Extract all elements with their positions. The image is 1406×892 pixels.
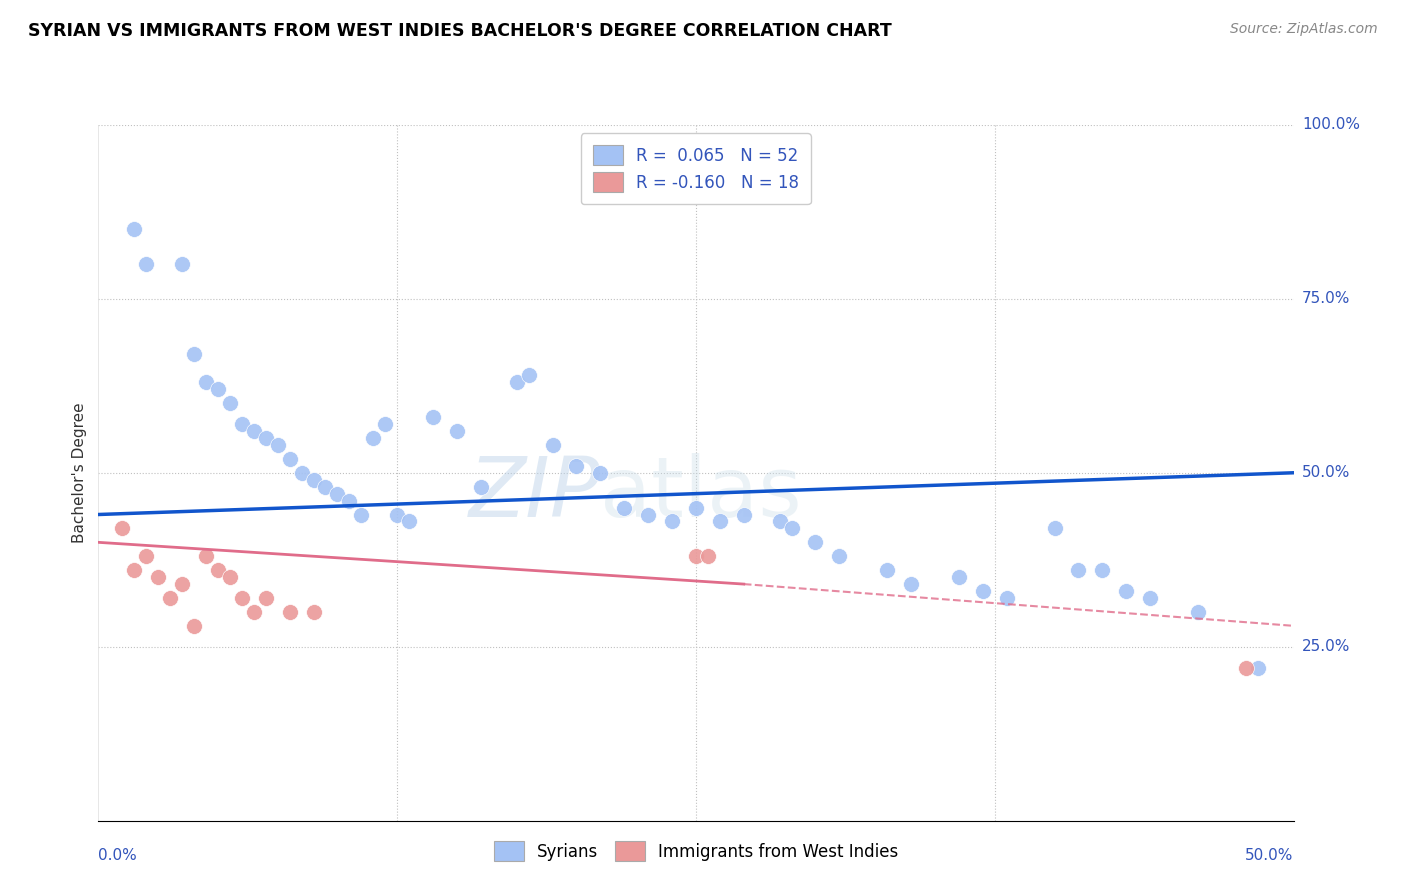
Point bbox=[506, 376, 529, 390]
Point bbox=[685, 500, 707, 515]
Point bbox=[135, 257, 157, 271]
Point bbox=[828, 549, 851, 564]
Point bbox=[254, 591, 277, 605]
Point bbox=[219, 396, 242, 410]
Y-axis label: Bachelor's Degree: Bachelor's Degree bbox=[72, 402, 87, 543]
Point bbox=[709, 515, 731, 529]
Point bbox=[900, 577, 922, 591]
Text: 50.0%: 50.0% bbox=[1246, 848, 1294, 863]
Point bbox=[315, 480, 337, 494]
Point bbox=[1246, 660, 1268, 674]
Point bbox=[172, 257, 194, 271]
Point bbox=[780, 521, 803, 535]
Point bbox=[385, 508, 409, 522]
Point bbox=[733, 508, 755, 522]
Point bbox=[267, 438, 290, 452]
Point bbox=[350, 508, 373, 522]
Point bbox=[995, 591, 1018, 605]
Point bbox=[565, 458, 588, 473]
Point bbox=[637, 508, 659, 522]
Point bbox=[768, 515, 790, 529]
Point bbox=[422, 410, 444, 425]
Point bbox=[541, 438, 564, 452]
Point bbox=[207, 382, 229, 396]
Point bbox=[278, 451, 301, 466]
Text: 75.0%: 75.0% bbox=[1302, 292, 1350, 306]
Legend: Syrians, Immigrants from West Indies: Syrians, Immigrants from West Indies bbox=[486, 834, 905, 868]
Point bbox=[219, 570, 242, 584]
Point bbox=[1115, 584, 1137, 599]
Point bbox=[446, 424, 468, 438]
Point bbox=[326, 486, 349, 500]
Point bbox=[135, 549, 157, 564]
Point bbox=[159, 591, 181, 605]
Text: 0.0%: 0.0% bbox=[98, 848, 138, 863]
Text: Source: ZipAtlas.com: Source: ZipAtlas.com bbox=[1230, 22, 1378, 37]
Point bbox=[470, 480, 492, 494]
Point bbox=[172, 577, 194, 591]
Point bbox=[1234, 660, 1257, 674]
Point bbox=[124, 222, 146, 236]
Text: SYRIAN VS IMMIGRANTS FROM WEST INDIES BACHELOR'S DEGREE CORRELATION CHART: SYRIAN VS IMMIGRANTS FROM WEST INDIES BA… bbox=[28, 22, 891, 40]
Point bbox=[183, 347, 205, 361]
Point bbox=[1091, 563, 1114, 577]
Point bbox=[231, 591, 253, 605]
Text: 25.0%: 25.0% bbox=[1302, 640, 1350, 654]
Point bbox=[804, 535, 827, 549]
Point bbox=[111, 521, 134, 535]
Point bbox=[183, 619, 205, 633]
Point bbox=[231, 417, 253, 431]
Point bbox=[948, 570, 970, 584]
Point bbox=[972, 584, 994, 599]
Point bbox=[124, 563, 146, 577]
Text: atlas: atlas bbox=[600, 453, 801, 534]
Point bbox=[1139, 591, 1161, 605]
Point bbox=[661, 515, 683, 529]
Point bbox=[337, 493, 360, 508]
Point bbox=[398, 515, 420, 529]
Point bbox=[1067, 563, 1090, 577]
Text: 50.0%: 50.0% bbox=[1302, 466, 1350, 480]
Point bbox=[589, 466, 612, 480]
Text: ZIP: ZIP bbox=[468, 453, 600, 534]
Point bbox=[697, 549, 720, 564]
Point bbox=[1187, 605, 1209, 619]
Point bbox=[363, 431, 385, 445]
Point bbox=[194, 376, 217, 390]
Point bbox=[148, 570, 170, 584]
Point bbox=[194, 549, 217, 564]
Point bbox=[302, 473, 325, 487]
Text: 100.0%: 100.0% bbox=[1302, 118, 1360, 132]
Point bbox=[876, 563, 898, 577]
Point bbox=[1043, 521, 1066, 535]
Point bbox=[242, 605, 264, 619]
Point bbox=[517, 368, 540, 383]
Point bbox=[290, 466, 312, 480]
Point bbox=[242, 424, 264, 438]
Point bbox=[207, 563, 229, 577]
Point bbox=[613, 500, 636, 515]
Point bbox=[254, 431, 277, 445]
Point bbox=[685, 549, 707, 564]
Point bbox=[374, 417, 396, 431]
Point bbox=[302, 605, 325, 619]
Point bbox=[278, 605, 301, 619]
